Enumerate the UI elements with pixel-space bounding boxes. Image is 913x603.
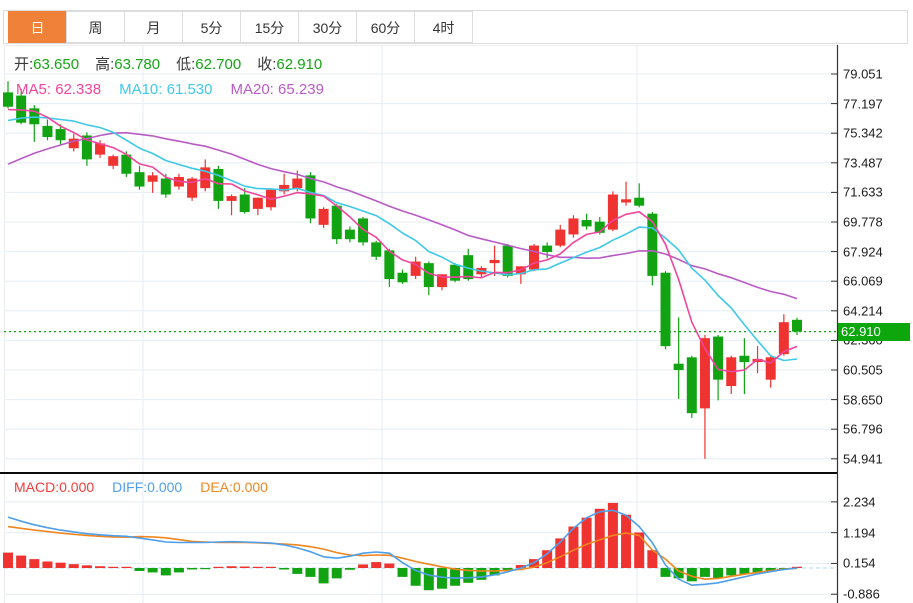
tab-15min[interactable]: 15分 <box>240 11 299 43</box>
close-value: 62.910 <box>276 56 323 73</box>
macd-legend: MACD:0.000 DIFF:0.000 DEA:0.000 <box>14 479 286 495</box>
axis-tick-label: 77.197 <box>843 96 883 112</box>
axis-tick-label: 2.234 <box>843 494 876 510</box>
axis-tick-label: 73.487 <box>843 155 883 171</box>
tab-week[interactable]: 周 <box>66 11 125 43</box>
tab-60min[interactable]: 60分 <box>356 11 415 43</box>
ma10-legend: MA10: 61.530 <box>119 81 213 98</box>
open-label: 开: <box>14 56 34 73</box>
tab-4hour[interactable]: 4时 <box>414 11 473 43</box>
diff-value-readout: DIFF:0.000 <box>112 479 183 495</box>
axis-tick-label: 64.214 <box>843 303 883 319</box>
ma20-legend: MA20: 65.239 <box>230 81 324 98</box>
low-label: 低: <box>176 56 196 73</box>
axis-tick-label: 71.633 <box>843 184 883 200</box>
high-value: 63.780 <box>114 56 161 73</box>
low-value: 62.700 <box>195 56 242 73</box>
tab-day[interactable]: 日 <box>8 11 67 43</box>
open-value: 63.650 <box>33 56 80 73</box>
tab-5min[interactable]: 5分 <box>182 11 241 43</box>
axis-tick-label: 67.924 <box>843 244 883 260</box>
dea-value-readout: DEA:0.000 <box>200 479 268 495</box>
ma-legend: MA5: 62.338 MA10: 61.530 MA20: 65.239 <box>16 81 342 98</box>
axis-tick-label: 0.154 <box>843 555 876 571</box>
axis-tick-label: 58.650 <box>843 392 883 408</box>
ma5-legend: MA5: 62.338 <box>16 81 102 98</box>
axis-tick-label: 60.505 <box>843 362 883 378</box>
axis-tick-label: 66.069 <box>843 273 883 289</box>
axis-tick-label: 1.194 <box>843 525 876 541</box>
axis-tick-label: 56.796 <box>843 421 883 437</box>
axis-tick-label: 69.778 <box>843 214 883 230</box>
macd-value-readout: MACD:0.000 <box>14 479 95 495</box>
main-chart-area[interactable] <box>4 45 837 471</box>
ohlc-readout: 开:63.650 高:63.780 低:62.700 收:62.910 <box>14 53 338 74</box>
axis-tick-label: -0.886 <box>843 586 880 602</box>
tab-month[interactable]: 月 <box>124 11 183 43</box>
close-label: 收: <box>257 56 277 73</box>
axis-tick-label: 75.342 <box>843 125 883 141</box>
high-label: 高: <box>95 56 115 73</box>
tab-bar: 日周月 5分 15分 30分 60分 4时 <box>3 10 908 44</box>
current-price-badge: 62.910 <box>838 322 910 341</box>
axis-tick-label: 54.941 <box>843 451 883 467</box>
axis-tick-label: 79.051 <box>843 66 883 82</box>
tab-30min[interactable]: 30分 <box>298 11 357 43</box>
